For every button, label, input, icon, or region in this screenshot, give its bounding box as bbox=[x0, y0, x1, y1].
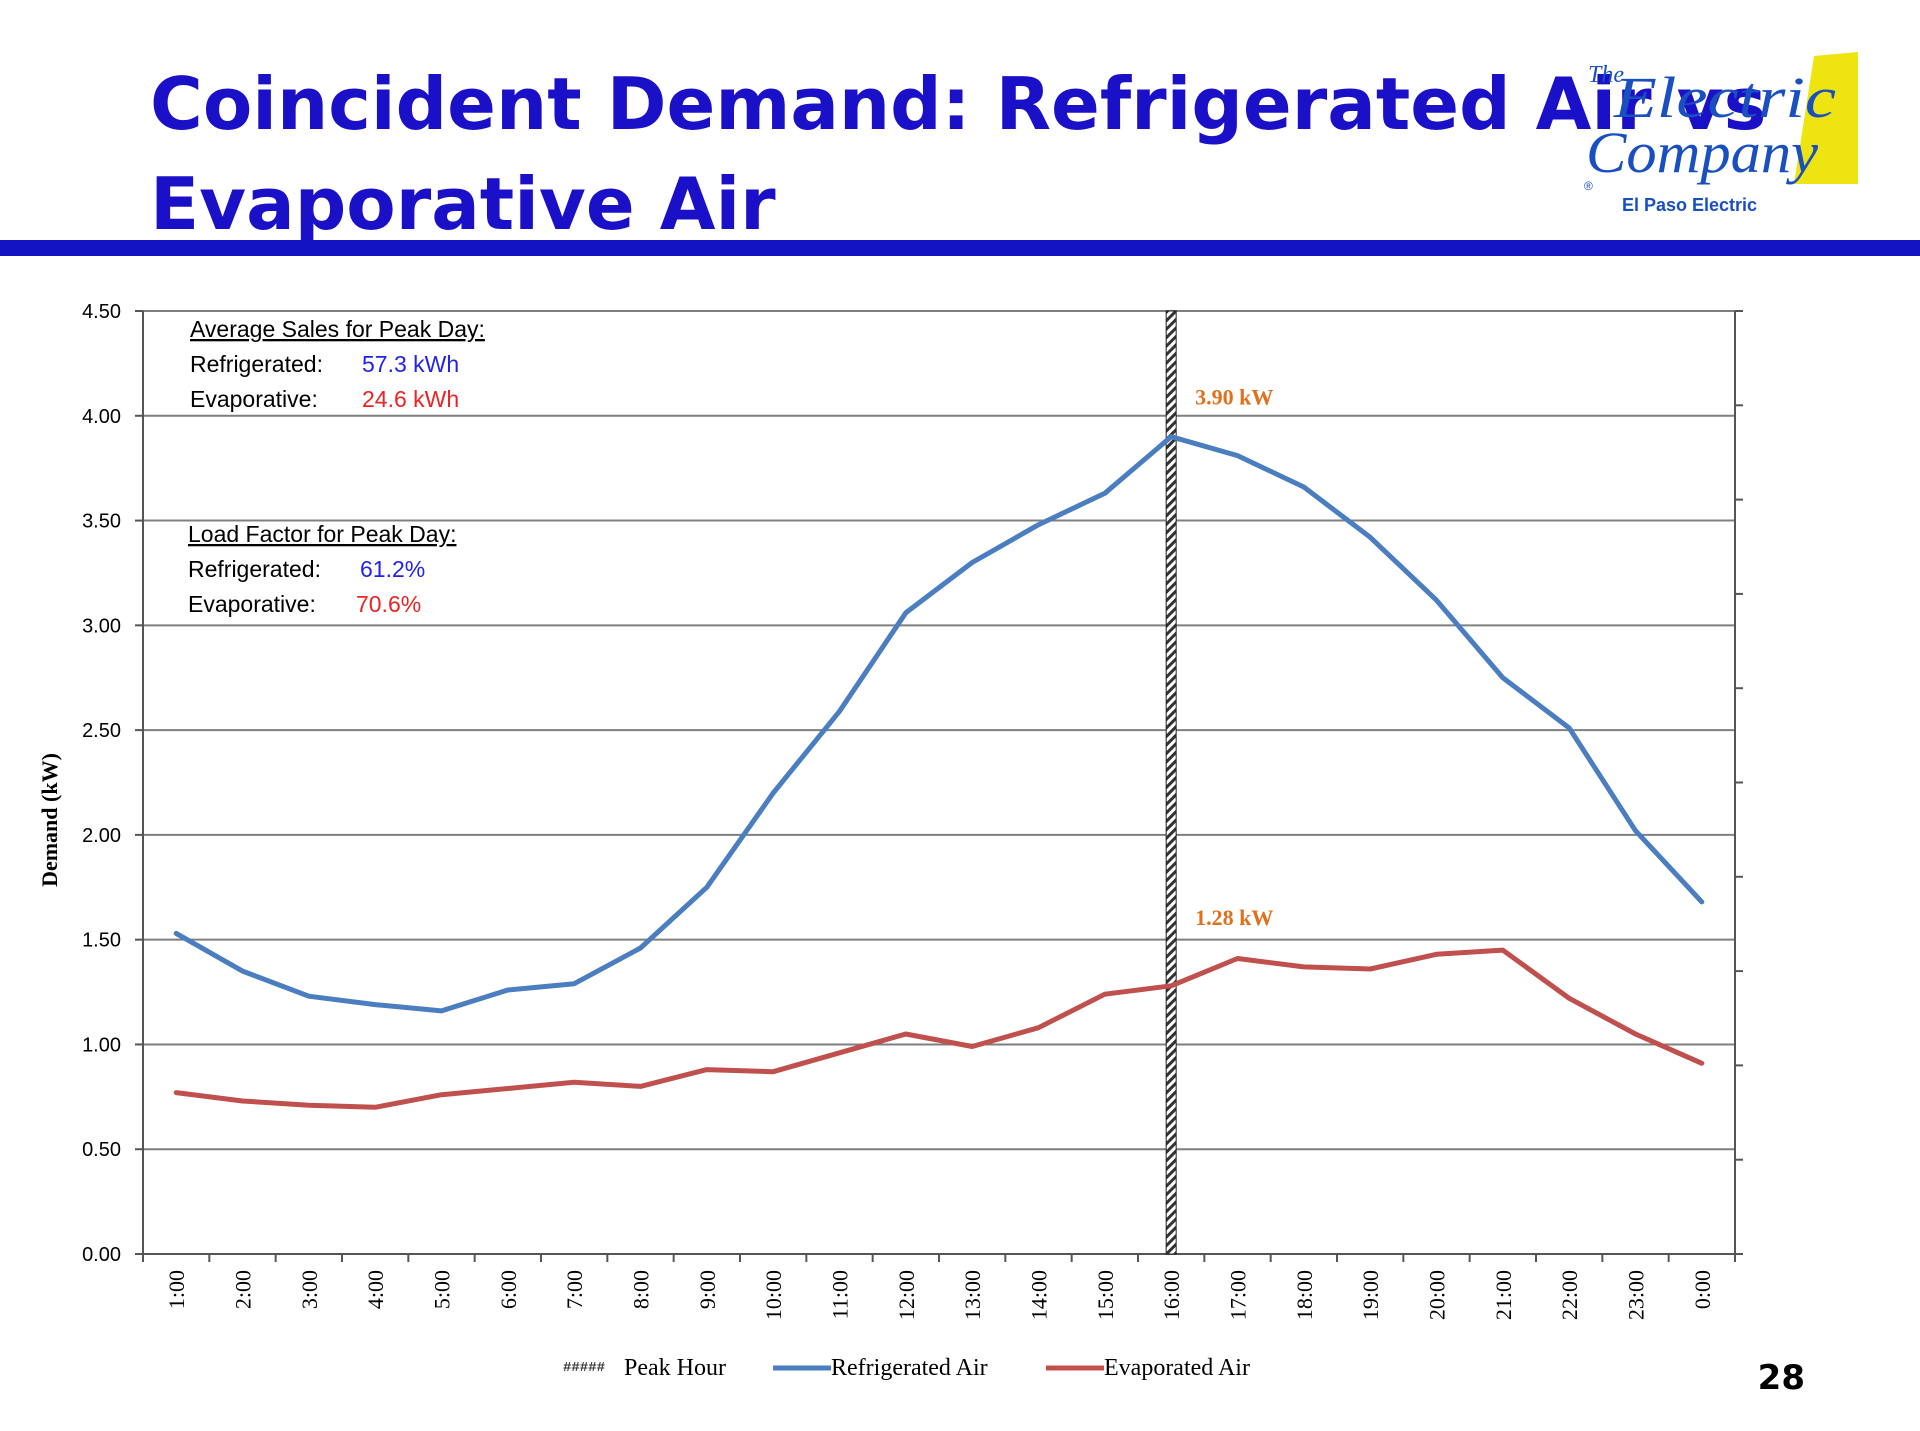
x-tick-label: 0:00 bbox=[1690, 1270, 1715, 1309]
x-tick-label: 4:00 bbox=[363, 1270, 388, 1309]
annotation-row-label: Evaporative: bbox=[190, 386, 318, 412]
y-tick-label: 0.00 bbox=[82, 1244, 121, 1266]
logo-text-the: The bbox=[1588, 62, 1624, 88]
peak-hour-bar bbox=[1165, 310, 1177, 1255]
axes bbox=[135, 310, 1743, 1262]
peak-hour-layer bbox=[1165, 310, 1177, 1255]
annotation-heading: Load Factor for Peak Day: bbox=[188, 521, 456, 547]
legend-peak-hour-marker: ##### bbox=[563, 1360, 605, 1376]
series-line-refrigerated-air bbox=[173, 434, 1705, 1014]
point-labels: 3.90 kW 1.28 kW bbox=[1195, 385, 1273, 930]
page-number: 28 bbox=[1757, 1358, 1805, 1398]
logo-text-company: Company bbox=[1586, 120, 1818, 185]
x-tick-label: 15:00 bbox=[1093, 1270, 1118, 1320]
y-tick-label: 2.00 bbox=[82, 825, 121, 847]
electric-company-logo: The Electric Company ® El Paso Electric bbox=[1584, 52, 1858, 215]
y-tick-label: 3.00 bbox=[82, 615, 121, 637]
legend-peak-hour-label: Peak Hour bbox=[624, 1355, 726, 1381]
logo-subtitle: El Paso Electric bbox=[1622, 195, 1757, 215]
x-tick-label: 8:00 bbox=[629, 1270, 654, 1309]
series-line-evaporated-air bbox=[173, 947, 1705, 1110]
peak-value-label: 1.28 kW bbox=[1195, 905, 1273, 930]
y-tick-label: 1.00 bbox=[82, 1034, 121, 1056]
x-tick-label: 12:00 bbox=[894, 1270, 919, 1320]
x-tick-label: 1:00 bbox=[164, 1270, 189, 1309]
logo-registered-mark: ® bbox=[1584, 179, 1593, 193]
logo-text-electric: Electric bbox=[1613, 65, 1837, 130]
annotation-row-label: Evaporative: bbox=[188, 591, 316, 617]
x-tick-label: 21:00 bbox=[1491, 1270, 1516, 1320]
x-tick-label: 7:00 bbox=[562, 1270, 587, 1309]
y-tick-label: 1.50 bbox=[82, 930, 121, 952]
annotation-row-value: 70.6% bbox=[356, 591, 421, 617]
logo-accent-shape bbox=[1794, 52, 1858, 184]
x-tick-label: 13:00 bbox=[960, 1270, 985, 1320]
slide-title: Coincident Demand: Refrigerated Air vs E… bbox=[150, 54, 1767, 254]
y-tick-label: 4.00 bbox=[82, 406, 121, 428]
x-tick-label: 14:00 bbox=[1027, 1270, 1052, 1320]
x-tick-label: 6:00 bbox=[496, 1270, 521, 1309]
y-tick-label: 4.50 bbox=[82, 301, 121, 323]
annotation-heading: Average Sales for Peak Day: bbox=[190, 316, 485, 342]
peak-value-label: 3.90 kW bbox=[1195, 385, 1273, 410]
annotation-row-label: Refrigerated: bbox=[190, 351, 323, 377]
annotation-row-label: Refrigerated: bbox=[188, 556, 321, 582]
y-axis-title: Demand (kW) bbox=[37, 753, 62, 887]
legend-refrigerated-air-label: Refrigerated Air bbox=[831, 1355, 988, 1381]
x-tick-label: 22:00 bbox=[1557, 1270, 1582, 1320]
x-tick-label: 3:00 bbox=[297, 1270, 322, 1309]
y-tick-label: 0.50 bbox=[82, 1139, 121, 1161]
x-tick-label: 11:00 bbox=[828, 1270, 853, 1319]
y-tick-label: 2.50 bbox=[82, 720, 121, 742]
x-tick-label: 5:00 bbox=[430, 1270, 455, 1309]
x-tick-label: 9:00 bbox=[695, 1270, 720, 1309]
x-tick-label: 2:00 bbox=[231, 1270, 256, 1309]
x-tick-label: 23:00 bbox=[1624, 1270, 1649, 1320]
x-tick-label: 10:00 bbox=[761, 1270, 786, 1320]
x-tick-label: 18:00 bbox=[1292, 1270, 1317, 1320]
series-lines bbox=[173, 434, 1705, 1110]
slide-title-line-1: Coincident Demand: Refrigerated Air vs bbox=[150, 62, 1767, 146]
y-tick-label: 3.50 bbox=[82, 511, 121, 533]
annotations: Average Sales for Peak Day: Refrigerated:… bbox=[188, 316, 485, 617]
slide-title-line-2: Evaporative Air bbox=[150, 162, 776, 246]
x-tick-labels: 1:00 2:00 3:00 4:00 5:00 6:00 7:00 8:00 9:00 10:0… bbox=[164, 1270, 1715, 1320]
demand-chart: 0.00 0.50 1.00 1.50 2.00 2.50 3.00 3.50 4.00 4.50… bbox=[37, 301, 1743, 1381]
x-tick-label: 17:00 bbox=[1226, 1270, 1251, 1320]
legend: ##### Peak Hour Refrigerated Air Evaporated… bbox=[563, 1355, 1250, 1381]
title-divider bbox=[0, 240, 1920, 256]
x-tick-label: 20:00 bbox=[1425, 1270, 1450, 1320]
annotation-row-value: 57.3 kWh bbox=[362, 351, 459, 377]
legend-evaporated-air-label: Evaporated Air bbox=[1104, 1355, 1250, 1381]
annotation-row-value: 24.6 kWh bbox=[362, 386, 459, 412]
grid-lines bbox=[143, 310, 1735, 1255]
x-tick-label: 19:00 bbox=[1358, 1270, 1383, 1320]
y-tick-labels: 0.00 0.50 1.00 1.50 2.00 2.50 3.00 3.50 4.00 4.50 bbox=[82, 301, 121, 1266]
annotation-row-value: 61.2% bbox=[360, 556, 425, 582]
x-tick-label: 16:00 bbox=[1159, 1270, 1184, 1320]
